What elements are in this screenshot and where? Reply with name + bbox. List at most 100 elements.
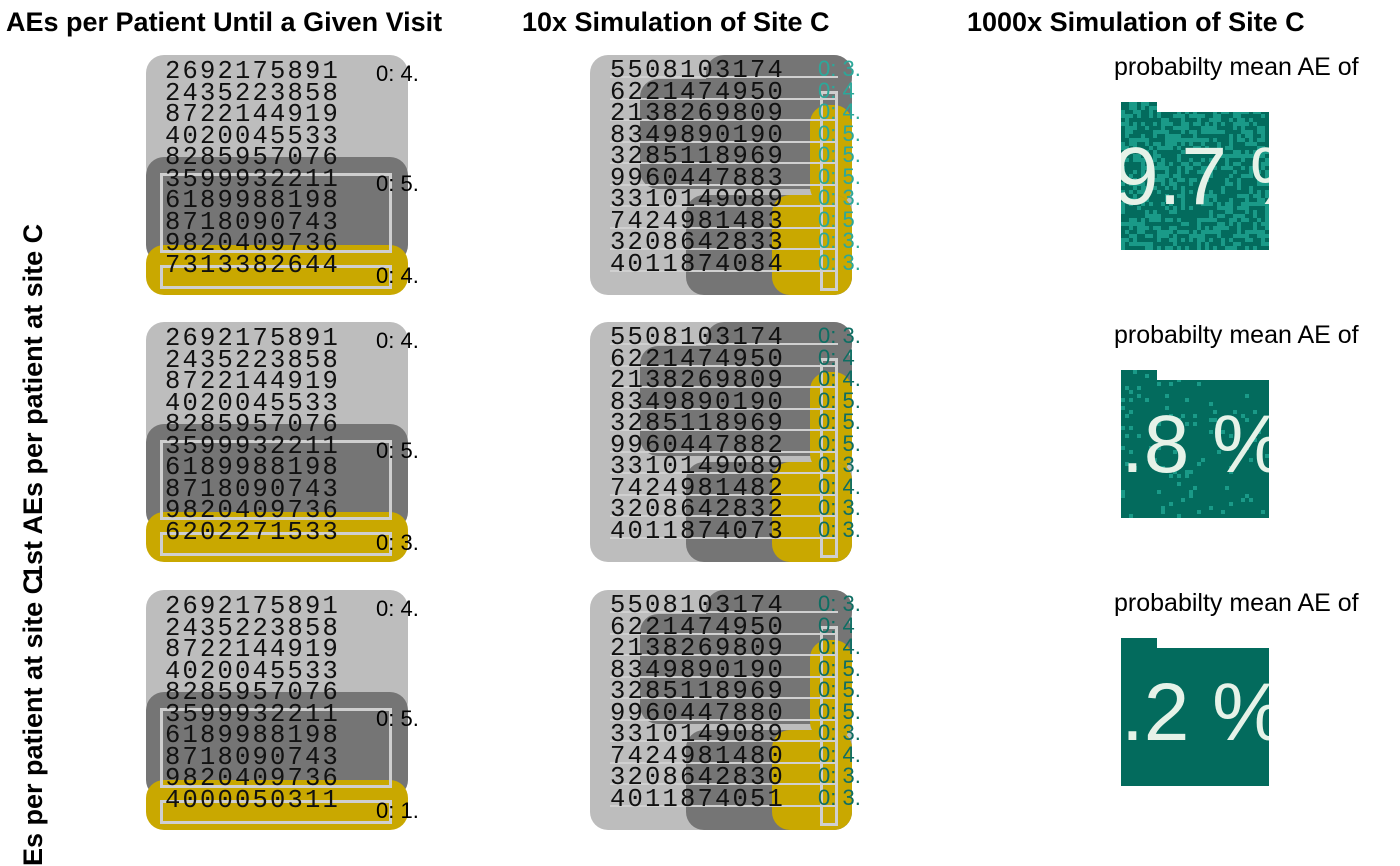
noise-cell: [1169, 162, 1173, 166]
noise-cell: [1213, 126, 1217, 130]
noise-cell: [1141, 190, 1145, 194]
noise-cell: [1121, 182, 1125, 186]
noise-cell: [1145, 190, 1149, 194]
row-separator: [610, 632, 838, 635]
noise-cell: [1221, 222, 1225, 226]
noise-cell: [1213, 194, 1217, 198]
noise-cell: [1197, 114, 1201, 118]
noise-cell: [1237, 138, 1241, 142]
row-separator: [610, 804, 838, 807]
noise-cell: [1145, 246, 1149, 250]
digit-row: 2138269809: [610, 366, 786, 395]
row-label: 0: 4: [818, 612, 855, 638]
noise-cell: [1257, 190, 1261, 194]
noise-cell: [1253, 162, 1257, 166]
noise-cell: [1265, 226, 1269, 230]
noise-cell: [1257, 146, 1261, 150]
noise-cell: [1165, 246, 1169, 250]
noise-cell: [1237, 178, 1241, 182]
noise-cell: [1253, 110, 1257, 114]
noise-cell: [1141, 226, 1145, 230]
noise-cell: [1169, 178, 1173, 182]
noise-cell: [1225, 158, 1229, 162]
noise-cell: [1161, 162, 1165, 166]
noise-cell: [1169, 226, 1173, 230]
noise-cell: [1193, 130, 1197, 134]
noise-cell: [1121, 122, 1125, 126]
noise-cell: [1189, 138, 1193, 142]
noise-cell: [1225, 210, 1229, 214]
noise-cell: [1189, 114, 1193, 118]
noise-cell: [1233, 122, 1237, 126]
row-separator: [610, 536, 838, 539]
noise-cell: [1153, 218, 1157, 222]
noise-cell: [1173, 114, 1177, 118]
noise-cell: [1121, 142, 1125, 146]
noise-cell: [1149, 110, 1153, 114]
digit-row: 7424981482: [610, 473, 786, 503]
noise-cell: [1173, 442, 1177, 446]
noise-cell: [1149, 234, 1153, 238]
noise-cell: [1205, 166, 1209, 170]
block-gold-mid: [810, 105, 852, 205]
noise-cell: [1193, 178, 1197, 182]
noise-cell: [1257, 154, 1261, 158]
noise-cell: [1237, 242, 1241, 246]
noise-cell: [1169, 210, 1173, 214]
noise-cell: [1229, 154, 1233, 158]
noise-cell: [1145, 226, 1149, 230]
noise-cell: [1121, 206, 1125, 210]
frame-lower: [160, 800, 392, 824]
noise-cell: [1165, 206, 1169, 210]
probability-label: probabilty mean AE of: [1114, 321, 1359, 349]
noise-cell: [1205, 218, 1209, 222]
noise-cell: [1265, 454, 1269, 458]
noise-cell: [1237, 162, 1241, 166]
noise-cell: [1145, 234, 1149, 238]
digit-row: 6221474950: [610, 344, 786, 374]
row-separator: [610, 119, 838, 121]
noise-cell: [1153, 150, 1157, 154]
block-gold-low: [772, 462, 852, 562]
noise-cell: [1237, 182, 1241, 186]
noise-cell: [1125, 114, 1129, 118]
right-panel-title: 1000x Simulation of Site C: [967, 7, 1305, 37]
row-separator: [610, 515, 838, 517]
noise-cell: [1173, 134, 1177, 138]
noise-cell: [1193, 146, 1197, 150]
row-separator: [610, 226, 838, 229]
noise-cell: [1265, 210, 1269, 214]
noise-cell: [1261, 166, 1265, 170]
noise-cell: [1185, 470, 1189, 474]
digit-row: 2435223858: [165, 345, 341, 375]
noise-cell: [1237, 206, 1241, 210]
noise-cell: [1265, 202, 1269, 206]
noise-cell: [1173, 126, 1177, 130]
noise-cell: [1253, 210, 1257, 214]
noise-cell: [1193, 138, 1197, 142]
noise-cell: [1137, 242, 1141, 246]
noise-cell: [1185, 230, 1189, 234]
probability-value: .8 %: [1121, 399, 1269, 490]
digit-row: 6189988198: [165, 186, 341, 215]
noise-cell: [1129, 138, 1133, 142]
noise-cell: [1205, 242, 1209, 246]
noise-cell: [1261, 162, 1265, 166]
noise-cell: [1249, 202, 1253, 206]
row-label: 0: 3.: [818, 784, 861, 810]
frame-right: [820, 358, 838, 558]
block-gold-mid: [810, 640, 852, 740]
noise-cell: [1221, 110, 1225, 114]
noise-cell: [1197, 122, 1201, 126]
noise-cell: [1185, 122, 1189, 126]
noise-cell: [1233, 154, 1237, 158]
noise-cell: [1121, 398, 1125, 402]
noise-cell: [1217, 142, 1221, 146]
noise-cell: [1149, 174, 1153, 178]
noise-cell: [1201, 198, 1205, 202]
row-label: 0: 3.: [818, 452, 861, 477]
noise-cell: [1237, 214, 1241, 218]
noise-cell: [1261, 130, 1265, 134]
noise-cell: [1217, 202, 1221, 206]
digit-row: 3285118969: [610, 142, 786, 171]
